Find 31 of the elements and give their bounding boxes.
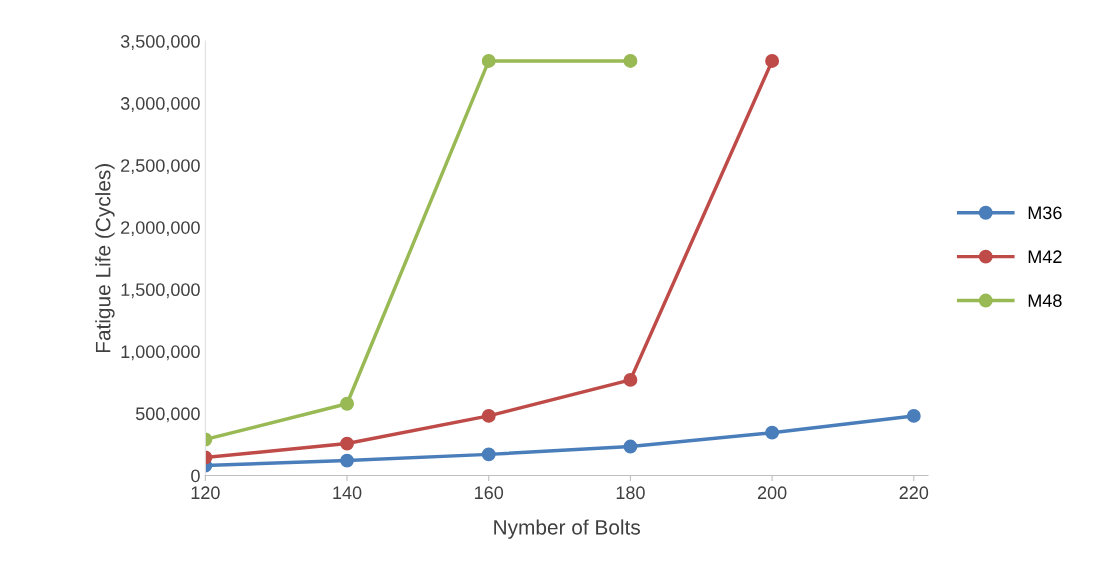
y-tick-label: 3,000,000 — [120, 97, 200, 112]
x-tick-label: 220 — [899, 486, 929, 500]
point — [906, 408, 921, 423]
y-axis-title: Fatigue Life (Cycles) — [95, 164, 115, 353]
y-tick-label: 2,500,000 — [121, 159, 200, 175]
legend-label: M36 — [1028, 206, 1062, 220]
legend-label: M42 — [1028, 250, 1062, 263]
x-tick-label: 140 — [333, 486, 362, 500]
point — [481, 447, 496, 462]
point — [623, 54, 638, 68]
y-tick-label: 0 — [191, 469, 200, 483]
y-tick-label: 3,500,000 — [120, 35, 200, 50]
point — [340, 396, 354, 411]
y-tick-label: 2,000,000 — [121, 221, 200, 237]
point — [481, 408, 496, 423]
point — [623, 372, 638, 387]
point — [765, 54, 780, 68]
x-axis-title: Nymber of Bolts — [494, 519, 640, 539]
x-tick-label: 180 — [616, 486, 645, 500]
point — [340, 453, 354, 468]
legend-label: M48 — [1028, 294, 1062, 308]
y-tick-label: 1,500,000 — [121, 283, 200, 299]
point — [623, 439, 638, 454]
y-tick-label: 1,000,000 — [121, 345, 200, 361]
y-tick-label: 500,000 — [135, 407, 200, 423]
point — [340, 436, 354, 451]
point — [481, 54, 496, 68]
point — [765, 425, 780, 440]
x-tick-label: 160 — [475, 486, 504, 500]
x-tick-label: 200 — [757, 486, 787, 500]
x-tick-label: 120 — [191, 486, 220, 500]
